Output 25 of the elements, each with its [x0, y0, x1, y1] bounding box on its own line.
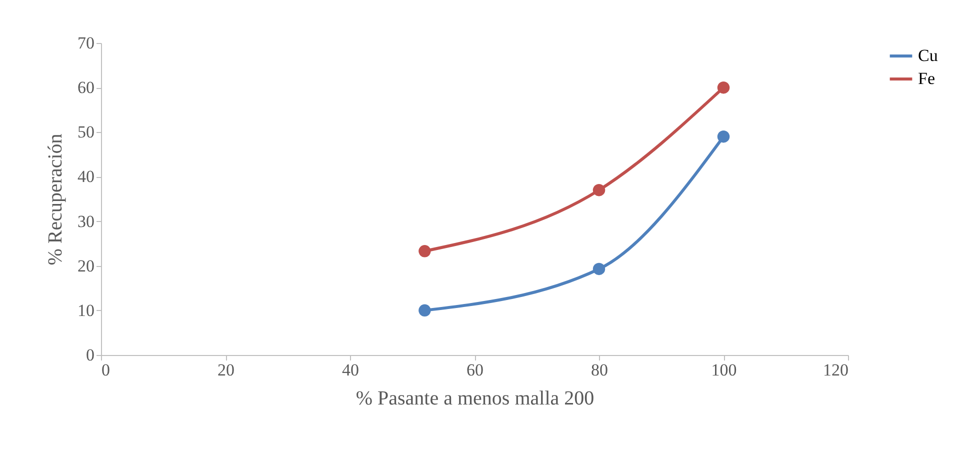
point	[592, 262, 606, 276]
point	[418, 304, 431, 317]
x-axis-title: % Pasante a menos malla 200	[356, 388, 594, 410]
x-tick-label: 60	[466, 360, 484, 380]
point	[717, 130, 730, 143]
y-tick-label: 50	[78, 122, 94, 142]
y-tick-label: 70	[78, 34, 94, 52]
x-tick-label: 20	[218, 360, 234, 380]
y-tick-label: 20	[78, 256, 94, 276]
point	[717, 81, 730, 94]
y-tick-label: 0	[86, 346, 94, 364]
x-tick-label: 120	[823, 360, 848, 380]
x-tick-label: 100	[711, 360, 737, 380]
y-axis-title: % Recuperación	[44, 134, 66, 266]
y-tick-label: 60	[78, 78, 94, 98]
x-tick-label: 80	[591, 360, 608, 380]
y-tick-label: 40	[78, 167, 94, 186]
point	[418, 245, 431, 258]
y-tick-label: 30	[78, 212, 94, 231]
legend-label: Cu	[918, 46, 938, 65]
x-tick-label: 40	[342, 360, 359, 380]
point	[592, 184, 606, 196]
y-tick-label: 10	[78, 300, 94, 320]
legend-label: Fe	[918, 69, 935, 88]
x-tick-label: 0	[102, 360, 110, 380]
